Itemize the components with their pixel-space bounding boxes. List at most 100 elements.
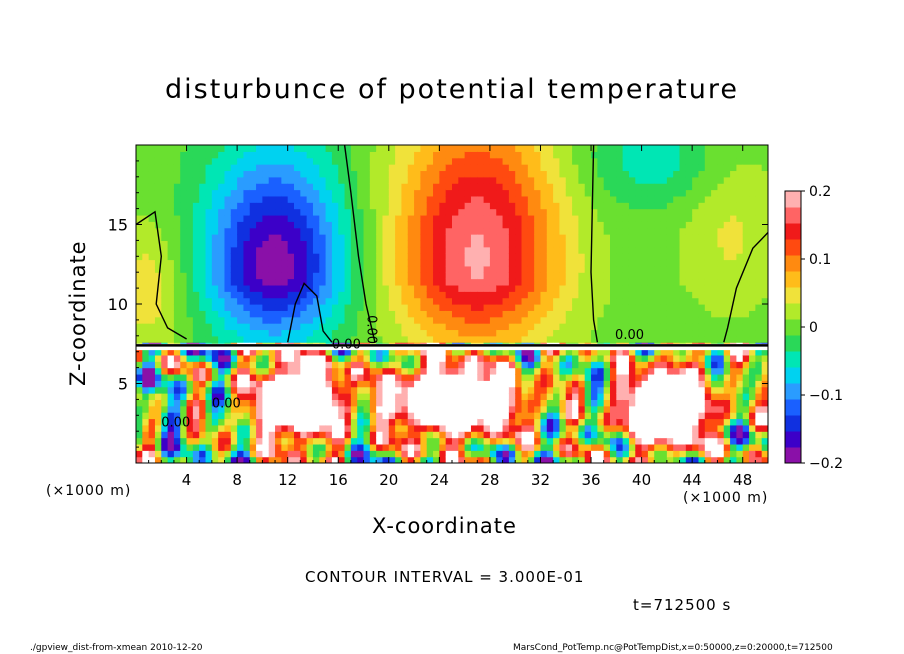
heatmap-cell	[540, 164, 548, 172]
heatmap-cell	[610, 361, 617, 369]
heatmap-cell	[496, 373, 504, 381]
heatmap-cell	[439, 202, 447, 210]
heatmap-cell	[584, 373, 592, 381]
heatmap-cell	[433, 240, 440, 248]
heatmap-cell	[395, 373, 403, 381]
heatmap-cell	[761, 246, 768, 254]
heatmap-cell	[527, 259, 535, 267]
heatmap-cell	[306, 259, 314, 267]
heatmap-cell	[395, 443, 403, 451]
heatmap-cell	[591, 272, 598, 280]
heatmap-cell	[508, 240, 516, 248]
heatmap-cell	[256, 145, 263, 152]
heatmap-cell	[565, 284, 573, 292]
heatmap-cell	[218, 456, 226, 463]
heatmap-cell	[369, 284, 377, 292]
heatmap-cell	[698, 367, 706, 375]
heatmap-cell	[553, 195, 561, 203]
heatmap-cell	[154, 361, 162, 369]
heatmap-cell	[534, 145, 542, 152]
heatmap-cell	[572, 437, 579, 445]
heatmap-cell	[268, 195, 276, 203]
heatmap-cell	[628, 176, 636, 184]
heatmap-cell	[628, 431, 636, 439]
heatmap-cell	[521, 240, 529, 248]
heatmap-cell	[205, 265, 213, 273]
heatmap-cell	[173, 291, 181, 299]
heatmap-cell	[635, 221, 643, 229]
heatmap-cell	[414, 348, 421, 356]
heatmap-cell	[578, 284, 586, 292]
heatmap-cell	[546, 450, 554, 458]
heatmap-cell	[414, 304, 421, 311]
heatmap-cell	[218, 221, 226, 229]
heatmap-cell	[363, 278, 371, 286]
heatmap-cell	[262, 412, 270, 420]
heatmap-cell	[407, 310, 415, 318]
heatmap-cell	[325, 380, 333, 388]
heatmap-cell	[331, 227, 339, 235]
heatmap-cell	[180, 234, 188, 241]
heatmap-cell	[654, 234, 662, 241]
heatmap-cell	[635, 234, 643, 241]
heatmap-cell	[578, 310, 586, 318]
heatmap-cell	[287, 164, 295, 172]
heatmap-cell	[407, 278, 415, 286]
heatmap-cell	[464, 437, 472, 445]
heatmap-cell	[249, 291, 257, 299]
heatmap-cell	[376, 412, 384, 420]
heatmap-cell	[477, 456, 485, 463]
heatmap-cell	[553, 297, 561, 305]
heatmap-cell	[736, 443, 744, 451]
heatmap-cell	[407, 316, 415, 324]
heatmap-cell	[502, 246, 510, 254]
heatmap-cell	[420, 246, 428, 254]
heatmap-cell	[256, 151, 263, 159]
heatmap-cell	[553, 272, 561, 280]
heatmap-cell	[445, 278, 453, 286]
heatmap-cell	[749, 208, 756, 216]
heatmap-cell	[287, 240, 295, 248]
heatmap-cell	[660, 437, 668, 445]
heatmap-cell	[654, 310, 662, 318]
heatmap-cell	[256, 373, 263, 381]
heatmap-cell	[591, 412, 598, 420]
heatmap-cell	[180, 202, 188, 210]
heatmap-cell	[692, 437, 700, 445]
heatmap-cell	[237, 278, 245, 286]
heatmap-cell	[685, 316, 693, 324]
heatmap-cell	[300, 310, 308, 318]
heatmap-cell	[666, 227, 674, 235]
heatmap-cell	[363, 246, 371, 254]
heatmap-cell	[268, 361, 276, 369]
heatmap-cell	[647, 157, 655, 165]
heatmap-cell	[635, 380, 643, 388]
heatmap-cell	[489, 183, 497, 191]
heatmap-cell	[622, 405, 630, 413]
heatmap-cell	[647, 456, 655, 463]
heatmap-cell	[218, 367, 226, 375]
heatmap-cell	[268, 234, 276, 241]
heatmap-cell	[414, 240, 421, 248]
heatmap-cell	[395, 265, 403, 273]
heatmap-cell	[294, 176, 301, 184]
heatmap-cell	[572, 431, 579, 439]
heatmap-cell	[199, 208, 207, 216]
heatmap-cell	[414, 151, 421, 159]
heatmap-cell	[249, 418, 257, 426]
heatmap-cell	[439, 189, 447, 197]
heatmap-cell	[572, 214, 579, 222]
heatmap-cell	[186, 183, 194, 191]
heatmap-cell	[559, 443, 567, 451]
heatmap-cell	[755, 189, 763, 197]
heatmap-cell	[136, 367, 143, 375]
heatmap-cell	[344, 450, 352, 458]
heatmap-cell	[382, 373, 390, 381]
heatmap-cell	[199, 157, 207, 165]
heatmap-cell	[565, 170, 573, 178]
heatmap-cell	[458, 373, 466, 381]
heatmap-cell	[477, 329, 485, 337]
heatmap-cell	[723, 265, 731, 273]
heatmap-cell	[483, 183, 491, 191]
heatmap-cell	[761, 291, 768, 299]
